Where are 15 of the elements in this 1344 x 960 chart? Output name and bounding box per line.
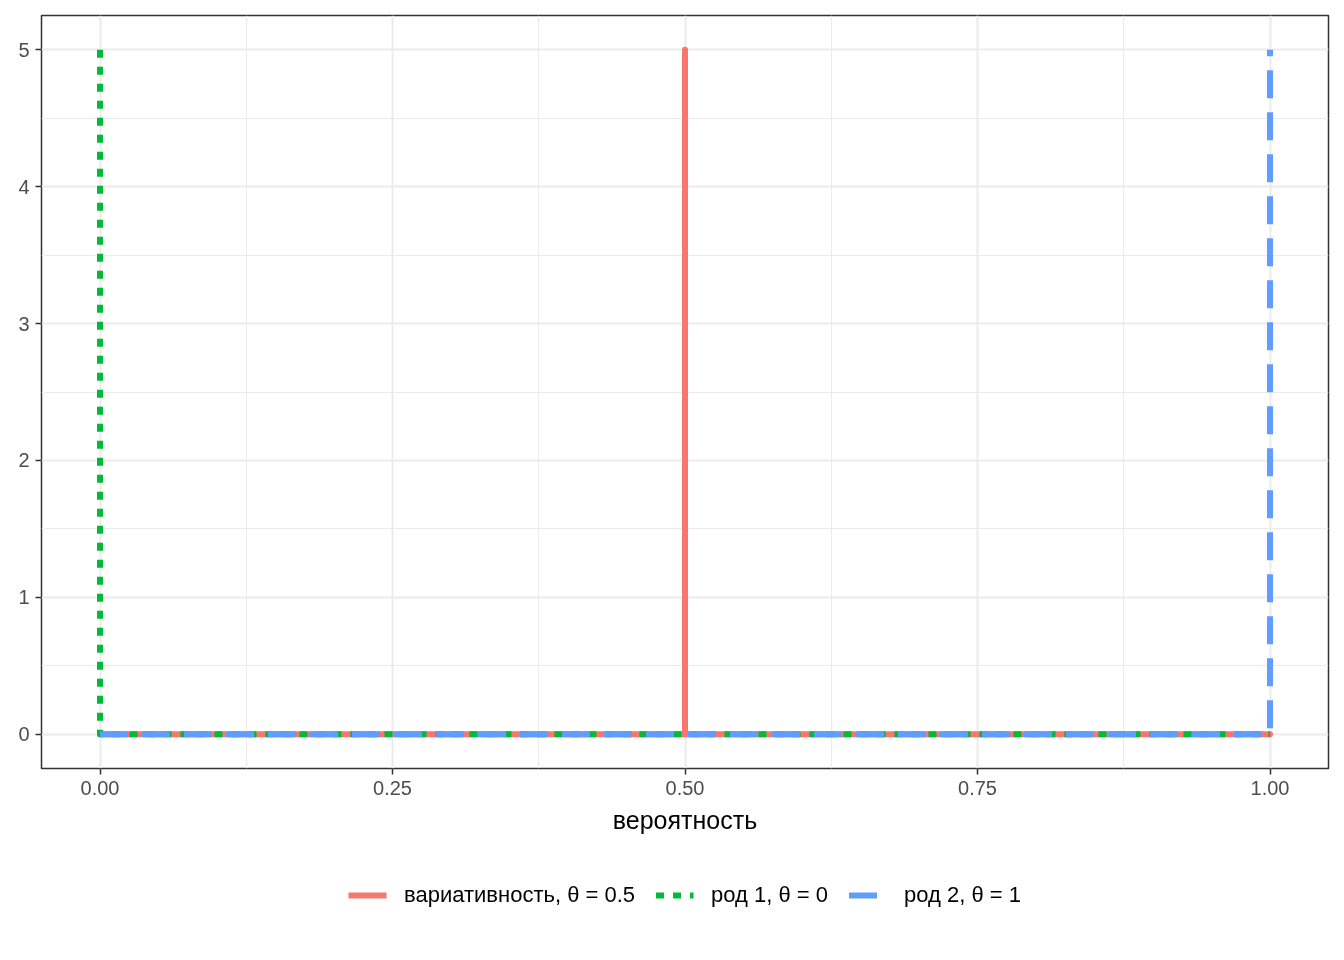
x-tick-label: 1.00 xyxy=(1250,776,1290,799)
x-axis-title: вероятность xyxy=(612,805,758,834)
legend-label: вариативность, θ = 0.5 xyxy=(404,881,636,908)
y-tick-label: 1 xyxy=(18,586,30,609)
legend-label: род 2, θ = 1 xyxy=(904,881,1021,908)
y-tick-label: 5 xyxy=(18,38,30,61)
y-tick-label: 2 xyxy=(18,449,30,472)
y-tick-label: 0 xyxy=(18,723,30,746)
x-tick-label: 0.75 xyxy=(958,776,997,799)
x-tick-label: 0.25 xyxy=(373,776,412,799)
x-tick-label: 0.50 xyxy=(665,776,705,799)
legend-label: род 1, θ = 0 xyxy=(711,881,829,908)
y-tick-label: 4 xyxy=(18,175,30,198)
y-tick-label: 3 xyxy=(18,312,30,335)
x-tick-label: 0.00 xyxy=(80,776,120,799)
